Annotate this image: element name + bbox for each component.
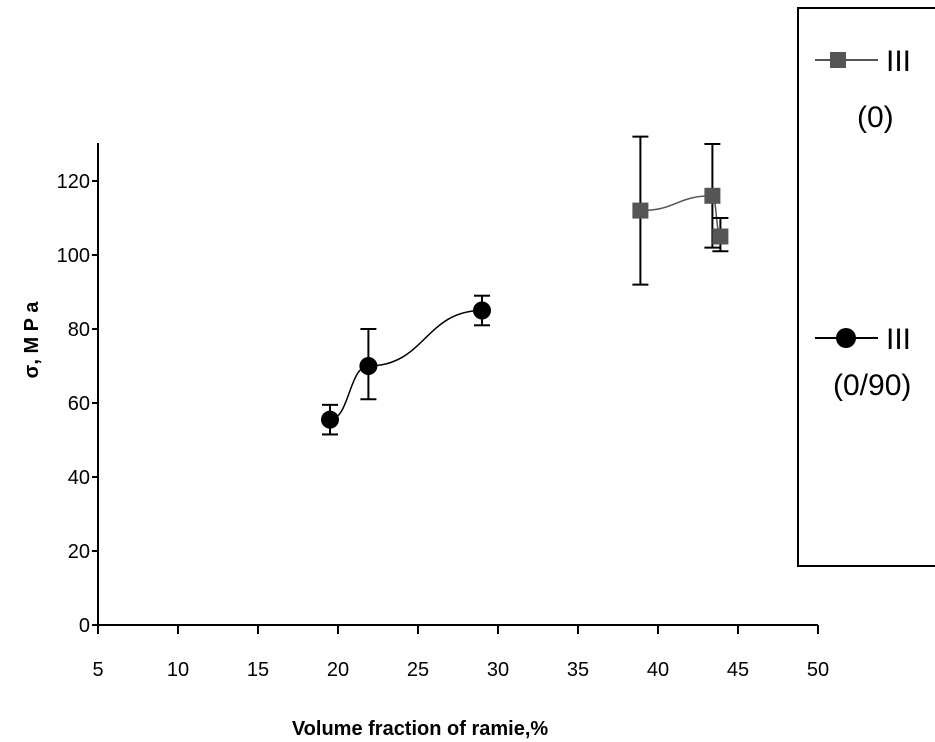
legend-marker-square [830,52,846,68]
legend-marker-circle [836,328,856,348]
x-tick-label: 30 [487,659,509,681]
x-tick-label: 40 [647,659,669,681]
plot-area: 0 20 40 60 80 100 120 5 10 15 20 25 30 35 40 45 50 [57,135,829,681]
data-point-circle [321,410,339,429]
data-point-circle [359,357,378,375]
legend-label-0-line1: III [886,45,911,78]
y-tick-label: 0 [79,615,90,637]
x-ticks: 5 10 15 20 25 30 35 40 45 50 [92,625,829,681]
data-point-square [632,202,649,219]
legend-label-0-line2: (0) [857,101,894,134]
x-tick-label: 5 [92,659,103,681]
y-axis-title: σ, M P a [21,301,43,379]
y-tick-label: 60 [68,393,90,415]
y-tick-label: 120 [57,171,90,193]
legend-label-1-line1: III [886,323,911,356]
legend-entry-1: III (0/90) [815,323,911,402]
legend-box [797,7,935,567]
x-axis-title: Volume fraction of ramie,% [292,718,549,740]
x-tick-label: 35 [567,659,589,681]
x-tick-label: 15 [247,659,269,681]
x-tick-label: 10 [167,659,189,681]
x-tick-label: 45 [727,659,749,681]
legend: III (0) III (0/90) [797,7,935,567]
y-tick-label: 40 [68,467,90,489]
y-ticks: 0 20 40 60 80 100 120 [57,171,98,637]
series-line [329,309,483,421]
legend-entry-0: III (0) [815,45,911,134]
y-tick-label: 80 [68,319,90,341]
y-tick-label: 20 [68,541,90,563]
series-layer [321,135,729,436]
x-tick-label: 20 [327,659,349,681]
data-point-circle [473,301,491,320]
data-point-square [712,228,729,245]
x-tick-label: 25 [407,659,429,681]
y-tick-label: 100 [57,245,90,267]
legend-label-1-line2: (0/90) [833,369,911,402]
x-tick-label: 50 [807,659,829,681]
data-point-square [704,187,721,204]
